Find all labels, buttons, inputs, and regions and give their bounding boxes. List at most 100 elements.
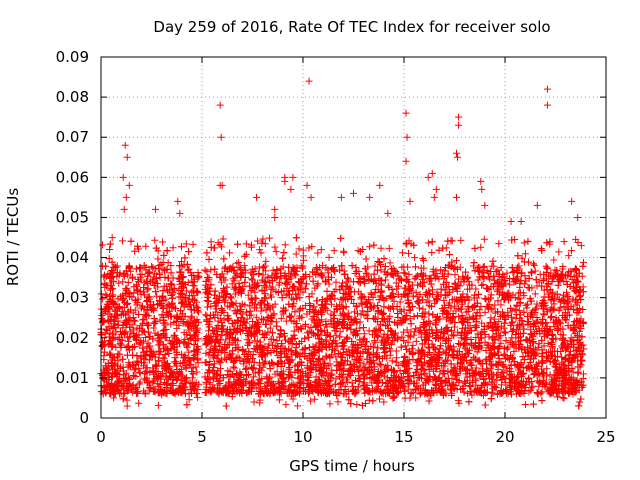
data-point xyxy=(503,367,511,375)
data-point xyxy=(144,284,152,292)
data-point xyxy=(412,289,420,297)
data-point xyxy=(527,331,535,339)
data-point xyxy=(544,290,552,298)
data-point xyxy=(419,361,427,369)
data-point xyxy=(503,269,511,277)
data-point xyxy=(420,278,428,286)
data-point xyxy=(218,319,226,327)
data-point xyxy=(270,310,278,318)
data-point xyxy=(250,267,258,275)
data-point xyxy=(105,255,113,263)
data-point xyxy=(169,244,177,252)
data-point xyxy=(262,257,270,265)
data-point xyxy=(378,287,386,295)
data-point xyxy=(567,247,575,255)
data-point xyxy=(326,400,334,408)
data-point xyxy=(151,388,159,396)
data-point xyxy=(100,352,108,360)
data-point xyxy=(146,383,154,391)
data-point xyxy=(502,379,510,387)
data-point xyxy=(136,368,144,376)
data-point xyxy=(520,292,528,300)
data-point xyxy=(281,350,289,358)
data-point xyxy=(345,276,353,284)
data-point xyxy=(275,333,283,341)
data-point xyxy=(556,320,564,328)
data-point xyxy=(326,360,334,368)
data-point xyxy=(153,292,161,300)
data-point xyxy=(398,263,406,271)
data-point xyxy=(403,326,411,334)
data-point xyxy=(298,372,306,380)
data-point xyxy=(244,291,252,299)
data-point xyxy=(148,262,156,270)
data-point xyxy=(429,290,437,298)
data-point xyxy=(531,290,539,298)
data-point xyxy=(185,396,193,404)
data-point xyxy=(115,279,123,287)
data-point xyxy=(491,301,499,309)
data-point xyxy=(146,369,154,377)
data-point xyxy=(250,373,258,381)
data-point xyxy=(433,288,441,296)
data-point xyxy=(400,328,408,336)
data-point xyxy=(136,369,144,377)
data-point xyxy=(159,238,167,246)
data-point xyxy=(384,269,392,277)
data-point xyxy=(510,267,518,275)
data-point xyxy=(372,285,380,293)
data-point xyxy=(469,262,477,270)
data-point xyxy=(437,266,445,274)
data-point xyxy=(194,393,202,401)
data-point xyxy=(479,280,487,288)
data-point xyxy=(477,303,485,311)
data-point xyxy=(259,363,267,371)
data-point xyxy=(455,399,463,407)
data-point xyxy=(242,250,250,258)
data-point xyxy=(566,389,574,397)
data-point xyxy=(578,272,586,280)
data-point xyxy=(279,367,287,375)
data-point xyxy=(238,270,246,278)
data-point xyxy=(555,248,563,256)
data-point xyxy=(261,359,269,367)
data-point xyxy=(415,328,423,336)
data-point xyxy=(185,348,193,356)
data-point xyxy=(119,278,127,286)
data-point xyxy=(431,299,439,307)
data-point xyxy=(390,297,398,305)
data-point xyxy=(171,354,179,362)
data-point xyxy=(277,314,285,322)
data-point xyxy=(531,267,539,275)
data-point xyxy=(143,286,151,294)
data-point xyxy=(381,276,389,284)
data-point xyxy=(220,274,228,282)
data-point xyxy=(296,378,304,386)
data-point xyxy=(396,298,404,306)
data-point xyxy=(136,378,144,386)
data-point xyxy=(566,267,574,275)
data-point xyxy=(189,240,197,248)
data-point xyxy=(554,348,562,356)
data-point xyxy=(405,249,413,257)
data-point xyxy=(232,299,240,307)
data-point xyxy=(124,279,132,287)
data-point xyxy=(465,398,473,406)
data-point xyxy=(240,262,248,270)
data-point xyxy=(220,255,228,263)
data-point xyxy=(425,297,433,305)
data-point xyxy=(472,285,480,293)
data-point xyxy=(513,302,521,310)
data-point xyxy=(540,310,548,318)
data-point xyxy=(574,278,582,286)
data-point xyxy=(332,278,340,286)
data-point xyxy=(303,373,311,381)
data-point xyxy=(409,355,417,363)
data-point xyxy=(566,311,574,319)
data-point xyxy=(305,373,313,381)
data-point xyxy=(480,262,488,270)
data-point xyxy=(242,240,250,248)
data-point xyxy=(413,365,421,373)
data-point xyxy=(137,358,145,366)
